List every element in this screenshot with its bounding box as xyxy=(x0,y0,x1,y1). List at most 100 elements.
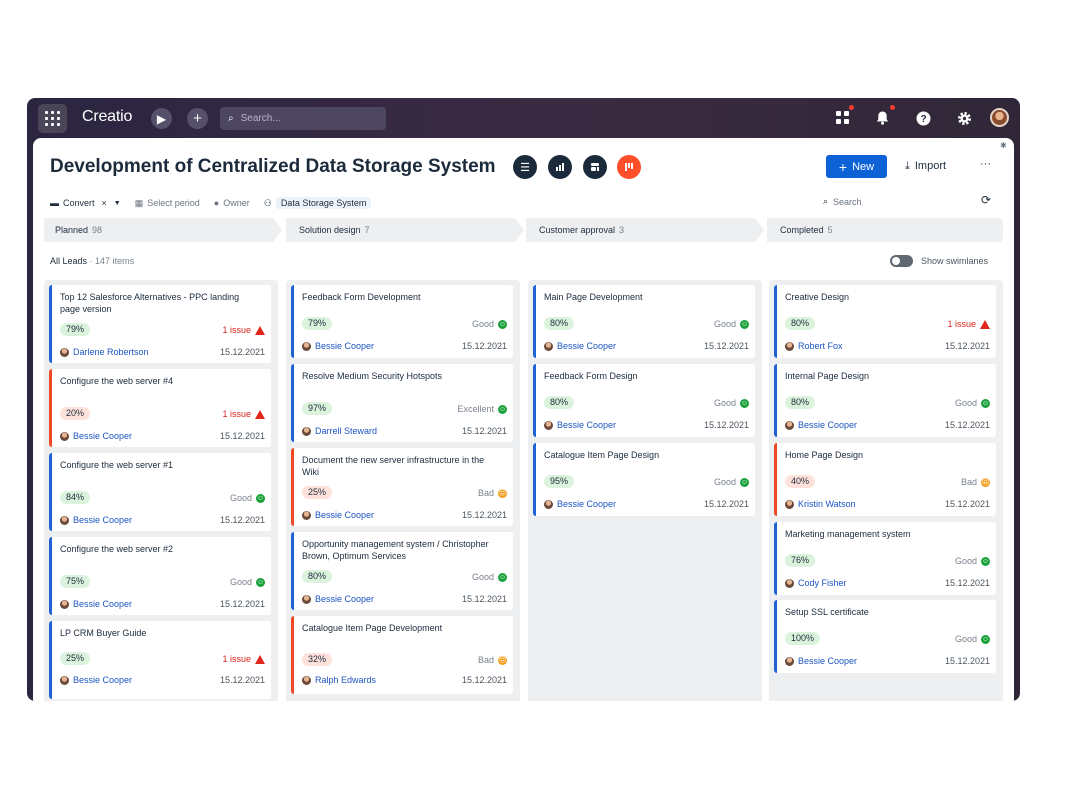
card-owner[interactable]: Bessie Cooper xyxy=(302,510,374,520)
card-date: 15.12.2021 xyxy=(219,431,265,441)
lead-card[interactable]: LP CRM Buyer Guide 25% 1 issue Bessie Co… xyxy=(49,621,271,699)
stage-completed[interactable]: Completed 5 xyxy=(767,218,1003,242)
warning-icon xyxy=(255,325,265,335)
stage-name: Completed xyxy=(780,225,824,235)
lead-card[interactable]: Main Page Development 80% Good ☺ Bessie C… xyxy=(533,285,755,358)
select-period-filter[interactable]: ▦ Select period xyxy=(135,198,200,209)
toggle-switch[interactable] xyxy=(890,255,913,267)
swimlanes-toggle[interactable]: Show swimlanes xyxy=(890,255,988,267)
smile-icon: ☺ xyxy=(740,319,749,329)
stage-solution-design[interactable]: Solution design 7 xyxy=(286,218,524,242)
progress-badge: 75% xyxy=(60,575,91,588)
refresh-icon[interactable]: ⟳ xyxy=(981,193,992,207)
progress-badge: 79% xyxy=(60,323,91,336)
separator-dot: · xyxy=(89,256,96,266)
bell-icon xyxy=(876,111,888,125)
card-status: Bad ☹ xyxy=(961,477,990,487)
select-period-label: Select period xyxy=(147,198,200,208)
kanban-icon xyxy=(625,163,633,171)
card-title: Configure the web server #1 xyxy=(60,460,174,470)
stage-planned[interactable]: Planned 98 xyxy=(44,218,282,242)
card-owner[interactable]: Bessie Cooper xyxy=(785,656,857,666)
card-owner[interactable]: Bessie Cooper xyxy=(60,675,132,685)
card-owner[interactable]: Bessie Cooper xyxy=(60,431,132,441)
card-date: 15.12.2021 xyxy=(944,420,990,430)
card-owner[interactable]: Bessie Cooper xyxy=(785,420,857,430)
card-owner[interactable]: Bessie Cooper xyxy=(544,499,616,509)
card-owner[interactable]: Darlene Robertson xyxy=(60,347,149,357)
lead-card[interactable]: Resolve Medium Security Hotspots 97% Exc… xyxy=(291,364,513,442)
smile-icon: ☺ xyxy=(498,404,507,414)
folder-filter[interactable]: ⚇ Data Storage System xyxy=(264,197,372,209)
lead-card[interactable]: Setup SSL certificate 100% Good ☺ Bessie … xyxy=(774,600,996,673)
lead-card[interactable]: Feedback Form Design 80% Good ☺ Bessie Co… xyxy=(533,364,755,437)
global-search-input[interactable]: ⌕ Search... xyxy=(220,107,386,130)
owner-avatar xyxy=(302,426,311,436)
notifications-button[interactable] xyxy=(872,108,892,128)
lead-card[interactable]: Catalogue Item Page Design 95% Good ☺ Bes… xyxy=(533,443,755,516)
card-date: 15.12.2021 xyxy=(703,341,749,351)
app-launcher-button[interactable] xyxy=(38,104,67,133)
new-button[interactable]: + New xyxy=(826,155,887,178)
card-date: 15.12.2021 xyxy=(219,515,265,525)
card-owner[interactable]: Bessie Cooper xyxy=(544,341,616,351)
board-search[interactable]: ⌕ Search xyxy=(823,196,862,207)
lead-card[interactable]: Document the new server infrastructure i… xyxy=(291,448,513,526)
card-owner[interactable]: Bessie Cooper xyxy=(302,341,374,351)
card-owner[interactable]: Cody Fisher xyxy=(785,578,847,588)
lead-card[interactable]: Feedback Form Development 79% Good ☺ Bess… xyxy=(291,285,513,358)
card-owner[interactable]: Bessie Cooper xyxy=(544,420,616,430)
help-button[interactable]: ? xyxy=(913,108,933,128)
lead-card[interactable]: Internal Page Design 80% Good ☺ Bessie Co… xyxy=(774,364,996,437)
page-settings-icon[interactable]: ✱ xyxy=(1000,141,1007,150)
chevron-down-icon[interactable]: ▼ xyxy=(113,199,121,207)
dashboard-view-icon[interactable] xyxy=(548,155,572,179)
status-label: Good xyxy=(471,572,494,582)
data-view-icon[interactable] xyxy=(583,155,607,179)
card-owner[interactable]: Bessie Cooper xyxy=(302,594,374,604)
lead-card[interactable]: Creative Design 80% 1 issue Robert Fox 1… xyxy=(774,285,996,358)
lead-card[interactable]: Configure the web server #4 20% 1 issue … xyxy=(49,369,271,447)
add-button[interactable]: + xyxy=(187,108,208,129)
card-owner[interactable]: Darrell Steward xyxy=(302,426,377,436)
card-owner[interactable]: Ralph Edwards xyxy=(302,675,376,685)
board-view-icon[interactable] xyxy=(617,155,641,179)
card-title: LP CRM Buyer Guide xyxy=(60,628,147,638)
card-title: Catalogue Item Page Development xyxy=(302,623,443,633)
card-owner[interactable]: Bessie Cooper xyxy=(60,515,132,525)
swimlanes-label: Show swimlanes xyxy=(921,256,989,266)
card-title: Marketing management system xyxy=(785,529,911,539)
lead-card[interactable]: Configure the web server #2 75% Good ☺ Be… xyxy=(49,537,271,615)
clear-icon[interactable]: × xyxy=(101,198,107,208)
user-avatar[interactable] xyxy=(990,108,1009,127)
card-date: 15.12.2021 xyxy=(461,341,507,351)
status-label: Excellent xyxy=(457,404,494,414)
owner-filter[interactable]: ● Owner xyxy=(214,198,250,208)
lead-card[interactable]: Marketing management system 76% Good ☺ Co… xyxy=(774,522,996,595)
status-label: Bad xyxy=(960,477,977,487)
card-owner[interactable]: Kristin Watson xyxy=(785,499,856,509)
card-status: Bad ☹ xyxy=(478,488,507,498)
card-date: 15.12.2021 xyxy=(461,510,507,520)
status-label: Good xyxy=(229,577,252,587)
card-owner[interactable]: Bessie Cooper xyxy=(60,599,132,609)
settings-button[interactable] xyxy=(954,108,974,128)
card-owner[interactable]: Robert Fox xyxy=(785,341,843,351)
owner-avatar xyxy=(544,499,553,509)
owner-name: Darlene Robertson xyxy=(73,347,149,357)
more-actions-button[interactable]: ··· xyxy=(980,158,991,170)
lead-card[interactable]: Top 12 Salesforce Alternatives - PPC lan… xyxy=(49,285,271,363)
main-content: ✱ Development of Centralized Data Storag… xyxy=(33,138,1014,701)
lead-card[interactable]: Catalogue Item Page Development 32% Bad ☹… xyxy=(291,616,513,694)
apps-menu-button[interactable] xyxy=(833,108,853,128)
import-button[interactable]: ⤓ Import xyxy=(905,160,946,173)
lead-card[interactable]: Configure the web server #1 84% Good ☺ Be… xyxy=(49,453,271,531)
owner-name: Bessie Cooper xyxy=(557,420,617,430)
lead-card[interactable]: Opportunity management system / Christop… xyxy=(291,532,513,610)
run-process-button[interactable]: ▶ xyxy=(151,108,172,129)
list-view-icon[interactable]: ☰ xyxy=(513,155,537,179)
stage-customer-approval[interactable]: Customer approval 3 xyxy=(526,218,764,242)
lead-card[interactable]: Home Page Design 40% Bad ☹ Kristin Watson… xyxy=(774,443,996,516)
convert-filter[interactable]: ▬ Convert × ▼ xyxy=(50,198,121,208)
progress-badge: 80% xyxy=(302,570,333,583)
